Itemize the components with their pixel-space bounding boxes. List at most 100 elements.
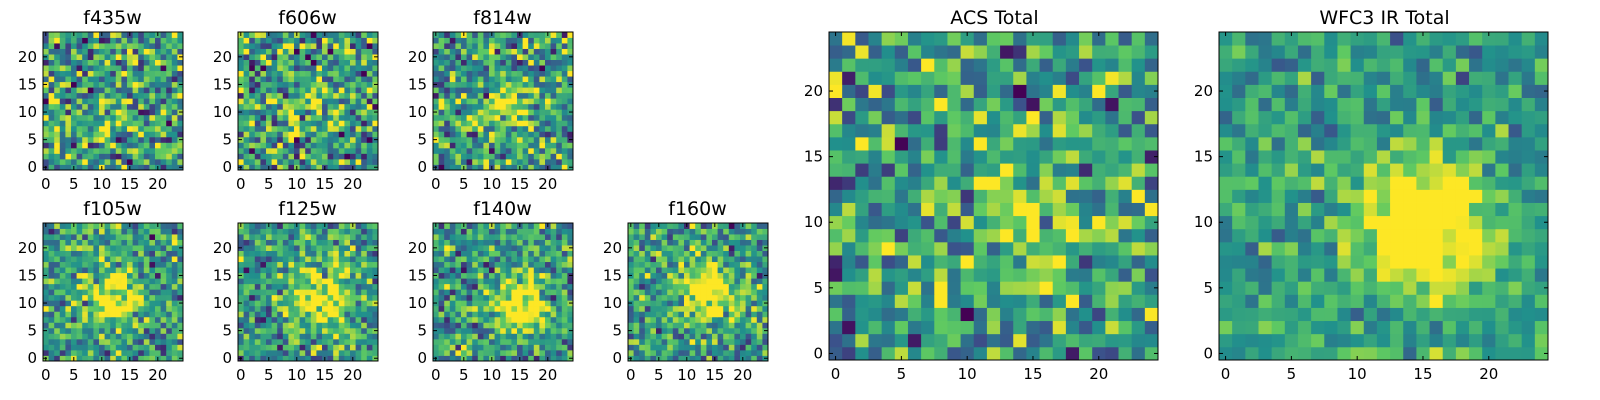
heatmap-cell: [644, 322, 651, 329]
heatmap-cell: [327, 283, 334, 290]
heatmap-cell: [71, 256, 77, 263]
heatmap-cell: [166, 54, 173, 60]
heatmap-cell: [505, 322, 512, 329]
heatmap-cell: [556, 120, 563, 127]
heatmap-cell: [93, 333, 100, 340]
heatmap-cell: [881, 189, 896, 203]
heatmap-cell: [461, 228, 467, 235]
heatmap-cell: [522, 131, 529, 138]
heatmap-cell: [65, 158, 72, 165]
heatmap-cell: [477, 228, 484, 235]
heatmap-cell: [472, 114, 479, 121]
heatmap-cell: [299, 54, 306, 60]
axes-frame: [42, 222, 184, 362]
heatmap-cell: [104, 283, 111, 290]
heatmap-cell: [444, 37, 451, 44]
heatmap-cell: [54, 349, 61, 356]
heatmap-cell: [361, 311, 368, 318]
heatmap-cell: [661, 278, 668, 285]
heatmap-cell: [656, 349, 662, 356]
heatmap-cell: [700, 245, 707, 251]
heatmap-cell: [433, 250, 439, 257]
heatmap-cell: [65, 37, 72, 44]
heatmap-cell: [461, 43, 467, 49]
heatmap-cell: [556, 103, 563, 110]
heatmap-cell: [121, 344, 128, 351]
heatmap-cell: [717, 322, 724, 329]
heatmap-cell: [121, 245, 128, 251]
heatmap-cell: [238, 294, 244, 301]
heatmap-cell: [561, 65, 568, 72]
heatmap-cell: [500, 300, 507, 307]
heatmap-cell: [338, 136, 345, 143]
heatmap-cell: [59, 153, 66, 160]
heatmap-cell: [644, 234, 651, 240]
heatmap-cell: [327, 81, 334, 88]
heatmap-cell: [338, 272, 345, 279]
heatmap-cell: [155, 327, 161, 334]
heatmap-cell: [556, 261, 563, 268]
heatmap-cell: [322, 305, 328, 312]
heatmap-cell: [517, 43, 523, 49]
heatmap-cell: [489, 234, 495, 240]
heatmap-cell: [829, 346, 843, 361]
heatmap-cell: [316, 103, 323, 110]
heatmap-cell: [322, 239, 328, 246]
heatmap-cell: [110, 344, 117, 351]
heatmap-cell: [305, 349, 312, 356]
heatmap-cell: [505, 300, 512, 307]
heatmap-cell: [243, 300, 250, 307]
heatmap-cell: [355, 70, 362, 77]
heatmap-cell: [494, 344, 501, 351]
heatmap-cell: [288, 245, 295, 251]
heatmap-cell: [545, 349, 551, 356]
heatmap-cell: [644, 300, 651, 307]
heatmap-cell: [160, 272, 167, 279]
heatmap-cell: [48, 278, 55, 285]
heatmap-cell: [260, 272, 267, 279]
heatmap-cell: [355, 81, 362, 88]
heatmap-cell: [505, 43, 512, 49]
heatmap-cell: [466, 223, 473, 229]
heatmap-cell: [947, 241, 961, 256]
heatmap-cell: [171, 283, 178, 290]
heatmap-cell: [438, 37, 445, 44]
heatmap-cell: [76, 261, 83, 268]
heatmap-cell: [505, 311, 512, 318]
heatmap-cell: [149, 103, 156, 110]
heatmap-cell: [254, 70, 261, 77]
heatmap-cell: [48, 316, 55, 323]
heatmap-cell: [249, 109, 256, 116]
heatmap-cell: [282, 355, 289, 362]
heatmap-cell: [522, 37, 529, 44]
heatmap-cell: [756, 349, 763, 356]
heatmap-cell: [455, 283, 462, 290]
heatmap-cell: [177, 311, 184, 318]
heatmap-cell: [254, 158, 261, 165]
y-tick-label: 20: [18, 48, 37, 66]
heatmap-cell: [76, 142, 83, 149]
heatmap-cell: [166, 261, 173, 268]
heatmap-cell: [489, 316, 495, 323]
heatmap-cell: [494, 98, 501, 105]
heatmap-cell: [333, 256, 340, 263]
heatmap-cell: [372, 43, 379, 49]
heatmap-cell: [87, 283, 94, 290]
heatmap-cell: [511, 305, 518, 312]
heatmap-cell: [143, 261, 150, 268]
heatmap-cell: [700, 267, 707, 274]
heatmap-cell: [444, 349, 451, 356]
heatmap-cell: [539, 267, 546, 274]
heatmap-cell: [132, 48, 139, 55]
heatmap-cell: [667, 355, 674, 362]
heatmap-cell: [48, 70, 55, 77]
heatmap-cell: [143, 59, 150, 66]
heatmap-cell: [678, 278, 685, 285]
heatmap-cell: [115, 37, 122, 44]
heatmap-cell: [438, 142, 445, 149]
heatmap-cell: [661, 338, 668, 345]
heatmap-cell: [567, 37, 574, 44]
heatmap-cell: [171, 65, 178, 72]
heatmap-cell: [1039, 228, 1054, 243]
heatmap-cell: [366, 327, 373, 334]
